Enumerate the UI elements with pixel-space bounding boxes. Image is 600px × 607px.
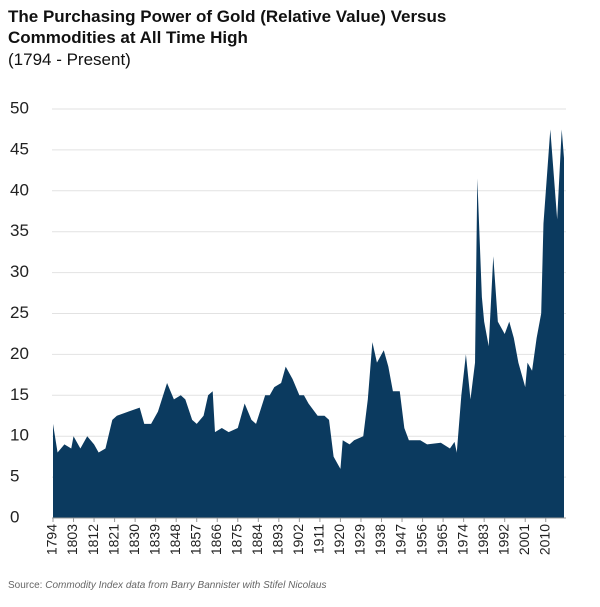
x-tick-label: 1983 bbox=[475, 524, 491, 555]
x-tick-label: 1830 bbox=[126, 524, 142, 555]
y-tick-label: 30 bbox=[10, 262, 29, 281]
x-tick-label: 1911 bbox=[311, 524, 327, 554]
x-tick-label: 1938 bbox=[372, 524, 388, 555]
y-tick-label: 35 bbox=[10, 221, 29, 240]
x-tick-label: 1965 bbox=[434, 524, 450, 555]
y-tick-label: 10 bbox=[10, 426, 29, 445]
x-tick-label: 1839 bbox=[146, 524, 162, 555]
source-note: Source: Commodity Index data from Barry … bbox=[8, 580, 326, 591]
x-tick-label: 1902 bbox=[290, 524, 306, 555]
source-text: Commodity Index data from Barry Banniste… bbox=[45, 580, 327, 591]
y-tick-label: 25 bbox=[10, 303, 29, 322]
y-tick-label: 15 bbox=[10, 385, 29, 404]
y-tick-label: 50 bbox=[10, 98, 29, 117]
y-tick-label: 20 bbox=[10, 344, 29, 363]
x-tick-label: 1866 bbox=[208, 524, 224, 555]
x-tick-label: 1893 bbox=[270, 524, 286, 555]
x-tick-label: 1812 bbox=[85, 524, 101, 555]
x-tick-label: 2001 bbox=[516, 524, 532, 555]
x-tick-label: 1821 bbox=[105, 524, 121, 555]
x-tick-label: 1875 bbox=[228, 524, 244, 555]
y-tick-label: 5 bbox=[10, 467, 19, 486]
x-tick-label: 1794 bbox=[44, 524, 60, 555]
x-tick-label: 1929 bbox=[352, 524, 368, 555]
x-tick-label: 1992 bbox=[495, 524, 511, 555]
y-tick-label: 45 bbox=[10, 139, 29, 158]
chart-subtitle: (1794 - Present) bbox=[8, 50, 131, 69]
x-tick-label: 1848 bbox=[167, 524, 183, 555]
x-tick-label: 1884 bbox=[249, 524, 265, 555]
x-tick-label: 1803 bbox=[64, 524, 80, 555]
x-tick-label: 2010 bbox=[536, 524, 552, 555]
y-tick-label: 40 bbox=[10, 180, 29, 199]
x-tick-label: 1920 bbox=[331, 524, 347, 555]
y-tick-label: 0 bbox=[10, 507, 19, 526]
source-label: Source: bbox=[8, 580, 43, 591]
x-tick-label: 1857 bbox=[187, 524, 203, 555]
x-tick-label: 1947 bbox=[393, 524, 409, 555]
chart-title: The Purchasing Power of Gold (Relative V… bbox=[8, 7, 447, 47]
x-tick-label: 1974 bbox=[454, 524, 470, 555]
area bbox=[53, 129, 564, 518]
x-tick-label: 1956 bbox=[413, 524, 429, 555]
